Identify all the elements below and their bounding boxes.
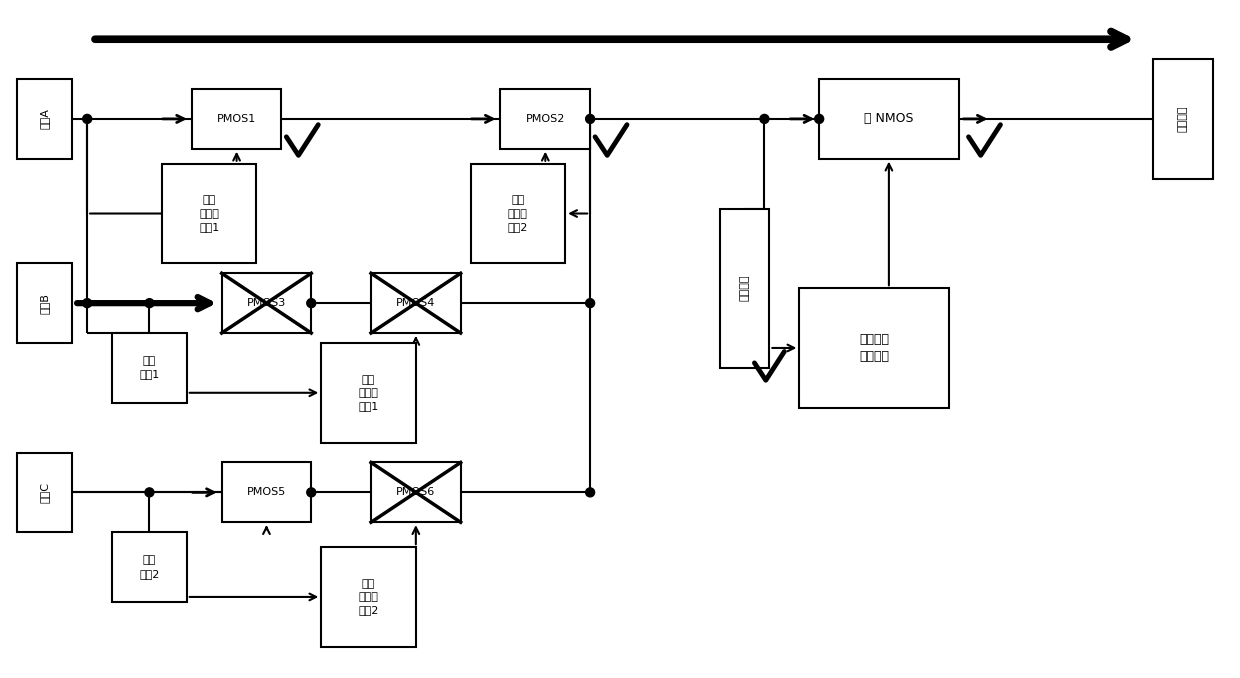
Bar (162, 163, 257, 263)
Bar (371, 273, 460, 333)
Text: 电源A: 电源A (40, 108, 50, 129)
Text: 采样电路: 采样电路 (739, 275, 749, 302)
Bar (1153, 59, 1213, 179)
Circle shape (145, 299, 154, 308)
Bar (719, 209, 769, 368)
Text: 互锁
电路2: 互锁 电路2 (139, 555, 160, 578)
Text: PMOS2: PMOS2 (526, 114, 565, 124)
Bar (800, 288, 949, 407)
Bar (112, 532, 187, 602)
Text: 互锁
电路1: 互锁 电路1 (139, 356, 160, 380)
Bar (471, 163, 565, 263)
Circle shape (585, 115, 595, 123)
Bar (820, 79, 959, 159)
Circle shape (145, 488, 154, 497)
Text: 电源B: 电源B (40, 293, 50, 314)
Text: 自锁
防倒灌
电路1: 自锁 防倒灌 电路1 (200, 195, 219, 232)
Bar (17, 263, 72, 343)
Bar (222, 462, 311, 522)
Bar (192, 89, 281, 148)
Circle shape (585, 488, 595, 497)
Text: 双 NMOS: 双 NMOS (864, 113, 914, 125)
Bar (501, 89, 590, 148)
Bar (321, 343, 415, 443)
Text: 互锁
防倒灌
电路1: 互锁 防倒灌 电路1 (358, 374, 378, 411)
Bar (112, 333, 187, 403)
Bar (17, 79, 72, 159)
Text: PMOS4: PMOS4 (396, 298, 435, 308)
Text: PMOS3: PMOS3 (247, 298, 286, 308)
Text: 互锁
防倒灌
电路2: 互锁 防倒灌 电路2 (358, 579, 378, 615)
Bar (321, 547, 415, 647)
Text: 电源输出: 电源输出 (1178, 106, 1188, 132)
Circle shape (585, 299, 595, 308)
Text: 自锁
防倒灌
电路2: 自锁 防倒灌 电路2 (507, 195, 528, 232)
Bar (371, 462, 460, 522)
Circle shape (83, 299, 92, 308)
Text: PMOS5: PMOS5 (247, 487, 286, 498)
Text: PMOS1: PMOS1 (217, 114, 257, 124)
Text: 电源C: 电源C (40, 482, 50, 503)
Circle shape (760, 115, 769, 123)
Bar (222, 273, 311, 333)
Circle shape (83, 115, 92, 123)
Circle shape (815, 115, 823, 123)
Text: 欠、过压
保护电路: 欠、过压 保护电路 (859, 333, 889, 363)
Circle shape (306, 488, 316, 497)
Bar (17, 452, 72, 532)
Text: PMOS6: PMOS6 (397, 487, 435, 498)
Circle shape (306, 299, 316, 308)
